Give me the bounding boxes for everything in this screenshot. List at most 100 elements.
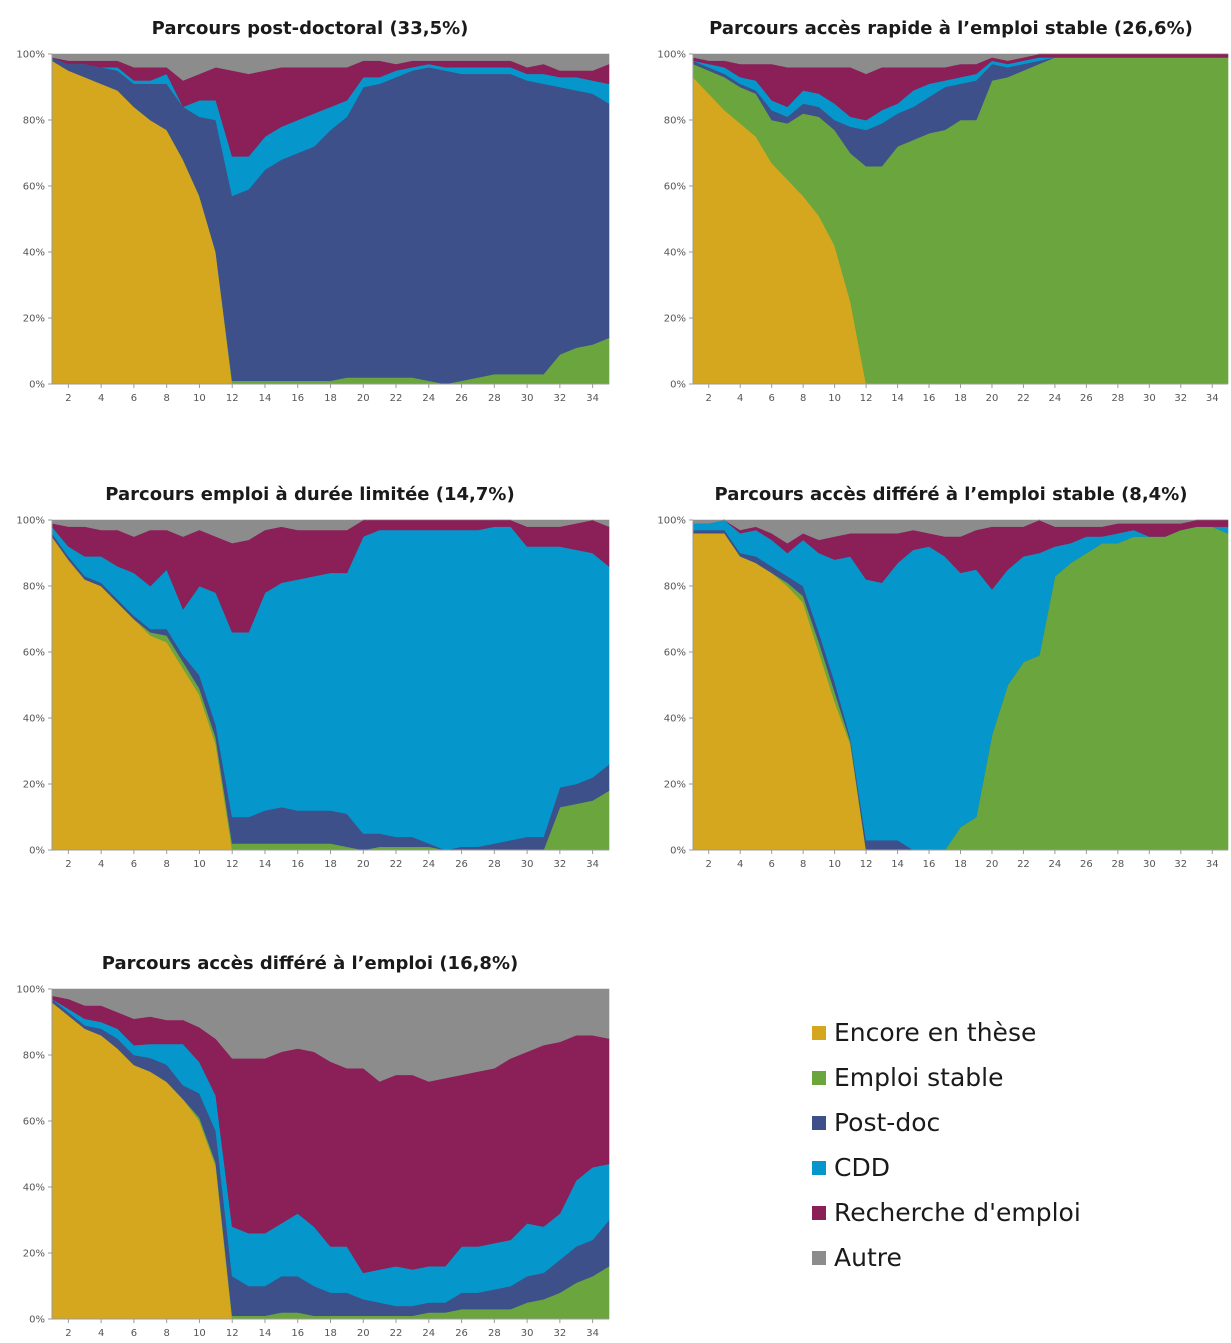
- y-tick-label: 100%: [16, 985, 45, 996]
- legend-label: Encore en thèse: [834, 1018, 1037, 1047]
- chart-title: Parcours emploi à durée limitée (14,7%): [105, 484, 515, 505]
- x-tick-label: 18: [954, 859, 967, 870]
- x-tick-label: 10: [828, 859, 841, 870]
- x-tick-label: 8: [163, 859, 169, 870]
- y-tick-label: 0%: [29, 846, 45, 857]
- x-tick-label: 20: [986, 859, 999, 870]
- x-tick-label: 34: [1206, 393, 1219, 404]
- chart-panel: Parcours accès différé à l’emploi stable…: [651, 478, 1229, 870]
- x-tick-label: 8: [800, 393, 806, 404]
- x-tick-label: 32: [553, 393, 566, 404]
- legend-swatch: [812, 1250, 826, 1265]
- y-tick-label: 80%: [23, 582, 45, 593]
- x-tick-label: 24: [1049, 393, 1062, 404]
- chart-panel: Parcours accès rapide à l’emploi stable …: [651, 12, 1229, 404]
- x-tick-label: 12: [860, 393, 873, 404]
- legend-item-these: Encore en thèse: [812, 1010, 1081, 1055]
- x-tick-label: 28: [488, 1328, 501, 1339]
- x-tick-label: 18: [324, 393, 337, 404]
- x-tick-label: 14: [891, 393, 904, 404]
- chart-title: Parcours post-doctoral (33,5%): [151, 18, 469, 39]
- x-tick-label: 28: [488, 393, 501, 404]
- y-tick-label: 60%: [23, 648, 45, 659]
- x-tick-label: 22: [390, 1328, 403, 1339]
- legend-item-cdd: CDD: [812, 1145, 1081, 1190]
- x-tick-label: 24: [422, 1328, 435, 1339]
- y-tick-label: 20%: [23, 780, 45, 791]
- x-tick-label: 2: [65, 393, 71, 404]
- x-tick-label: 26: [455, 393, 468, 404]
- y-tick-label: 40%: [23, 248, 45, 259]
- chart-title: Parcours accès différé à l’emploi (16,8%…: [101, 953, 519, 974]
- x-tick-label: 24: [422, 859, 435, 870]
- x-tick-label: 14: [259, 393, 272, 404]
- x-tick-label: 6: [131, 1328, 137, 1339]
- x-tick-label: 30: [521, 1328, 534, 1339]
- legend-label: Autre: [834, 1243, 902, 1272]
- x-tick-label: 16: [923, 393, 936, 404]
- x-tick-label: 18: [324, 1328, 337, 1339]
- area-series-autre: [51, 988, 610, 1082]
- x-tick-label: 30: [521, 859, 534, 870]
- legend-swatch: [812, 1160, 826, 1175]
- area-series-autre: [692, 519, 1228, 544]
- area-series-autre: [51, 519, 610, 544]
- x-tick-label: 16: [291, 859, 304, 870]
- x-tick-label: 14: [259, 1328, 272, 1339]
- y-tick-label: 20%: [664, 314, 686, 325]
- x-tick-label: 26: [1080, 393, 1093, 404]
- chart-panel: Parcours post-doctoral (33,5%) 0% 20% 40% 6…: [10, 12, 610, 404]
- y-tick-label: 40%: [664, 248, 686, 259]
- y-tick-label: 0%: [670, 380, 686, 391]
- chart-panel: Parcours emploi à durée limitée (14,7%) …: [10, 478, 610, 870]
- x-tick-label: 34: [586, 393, 599, 404]
- legend-label: Emploi stable: [834, 1063, 1004, 1092]
- x-tick-label: 14: [259, 859, 272, 870]
- chart-title: Parcours accès rapide à l’emploi stable …: [709, 18, 1193, 39]
- y-tick-label: 100%: [657, 516, 686, 527]
- x-tick-label: 20: [357, 393, 370, 404]
- legend-item-stable: Emploi stable: [812, 1055, 1081, 1100]
- legend-swatch: [812, 1025, 826, 1040]
- x-tick-label: 8: [163, 393, 169, 404]
- x-tick-label: 4: [98, 393, 104, 404]
- x-tick-label: 10: [828, 393, 841, 404]
- area-series-autre: [692, 53, 1228, 75]
- x-tick-label: 6: [768, 859, 774, 870]
- y-tick-label: 0%: [670, 846, 686, 857]
- legend-swatch: [812, 1115, 826, 1130]
- x-tick-label: 16: [291, 393, 304, 404]
- y-tick-label: 80%: [664, 582, 686, 593]
- y-tick-label: 80%: [23, 1051, 45, 1062]
- y-tick-label: 40%: [23, 714, 45, 725]
- x-tick-label: 32: [1174, 859, 1187, 870]
- legend: Encore en thèse Emploi stable Post-doc C…: [812, 1010, 1081, 1280]
- stacked-area-chart: 0%20%40%60%80%100%2 4 6 8 10 12 14 16 18 20 22 24 26…: [657, 50, 1229, 404]
- x-tick-label: 20: [357, 1328, 370, 1339]
- stacked-area-chart: 0%20%40%60%80%100%2 4 6 8 10 12 14 16 18 20 22 24 26…: [657, 516, 1229, 870]
- stacked-area-chart: 0%20%40%60%80%100%2 4 6 8 10 12 14 16 18 20 22 24 26…: [16, 985, 610, 1339]
- x-tick-label: 24: [1049, 859, 1062, 870]
- x-tick-label: 32: [553, 1328, 566, 1339]
- x-tick-label: 6: [768, 393, 774, 404]
- x-tick-label: 32: [1174, 393, 1187, 404]
- chart-panel: Parcours accès différé à l’emploi (16,8%…: [10, 947, 610, 1339]
- stacked-area-chart: 0%20%40%60%80%100%2 4 6 8 10 12 14 16 18 20 22 24 26…: [16, 516, 610, 870]
- area-series-autre: [51, 53, 610, 81]
- x-tick-label: 26: [455, 1328, 468, 1339]
- x-tick-label: 30: [521, 393, 534, 404]
- x-tick-label: 6: [131, 393, 137, 404]
- y-tick-label: 60%: [23, 182, 45, 193]
- y-tick-label: 0%: [29, 380, 45, 391]
- x-tick-label: 10: [193, 393, 206, 404]
- x-tick-label: 34: [586, 1328, 599, 1339]
- y-tick-label: 20%: [664, 780, 686, 791]
- x-tick-label: 28: [1111, 393, 1124, 404]
- x-tick-label: 24: [422, 393, 435, 404]
- x-tick-label: 2: [65, 859, 71, 870]
- x-tick-label: 12: [226, 859, 239, 870]
- x-tick-label: 28: [1111, 859, 1124, 870]
- x-tick-label: 22: [390, 393, 403, 404]
- x-tick-label: 6: [131, 859, 137, 870]
- stacked-area-chart: 0%20%40%60%80%100%2 4 6 8 10 12 14 16 18 20 22 24 26…: [16, 50, 610, 404]
